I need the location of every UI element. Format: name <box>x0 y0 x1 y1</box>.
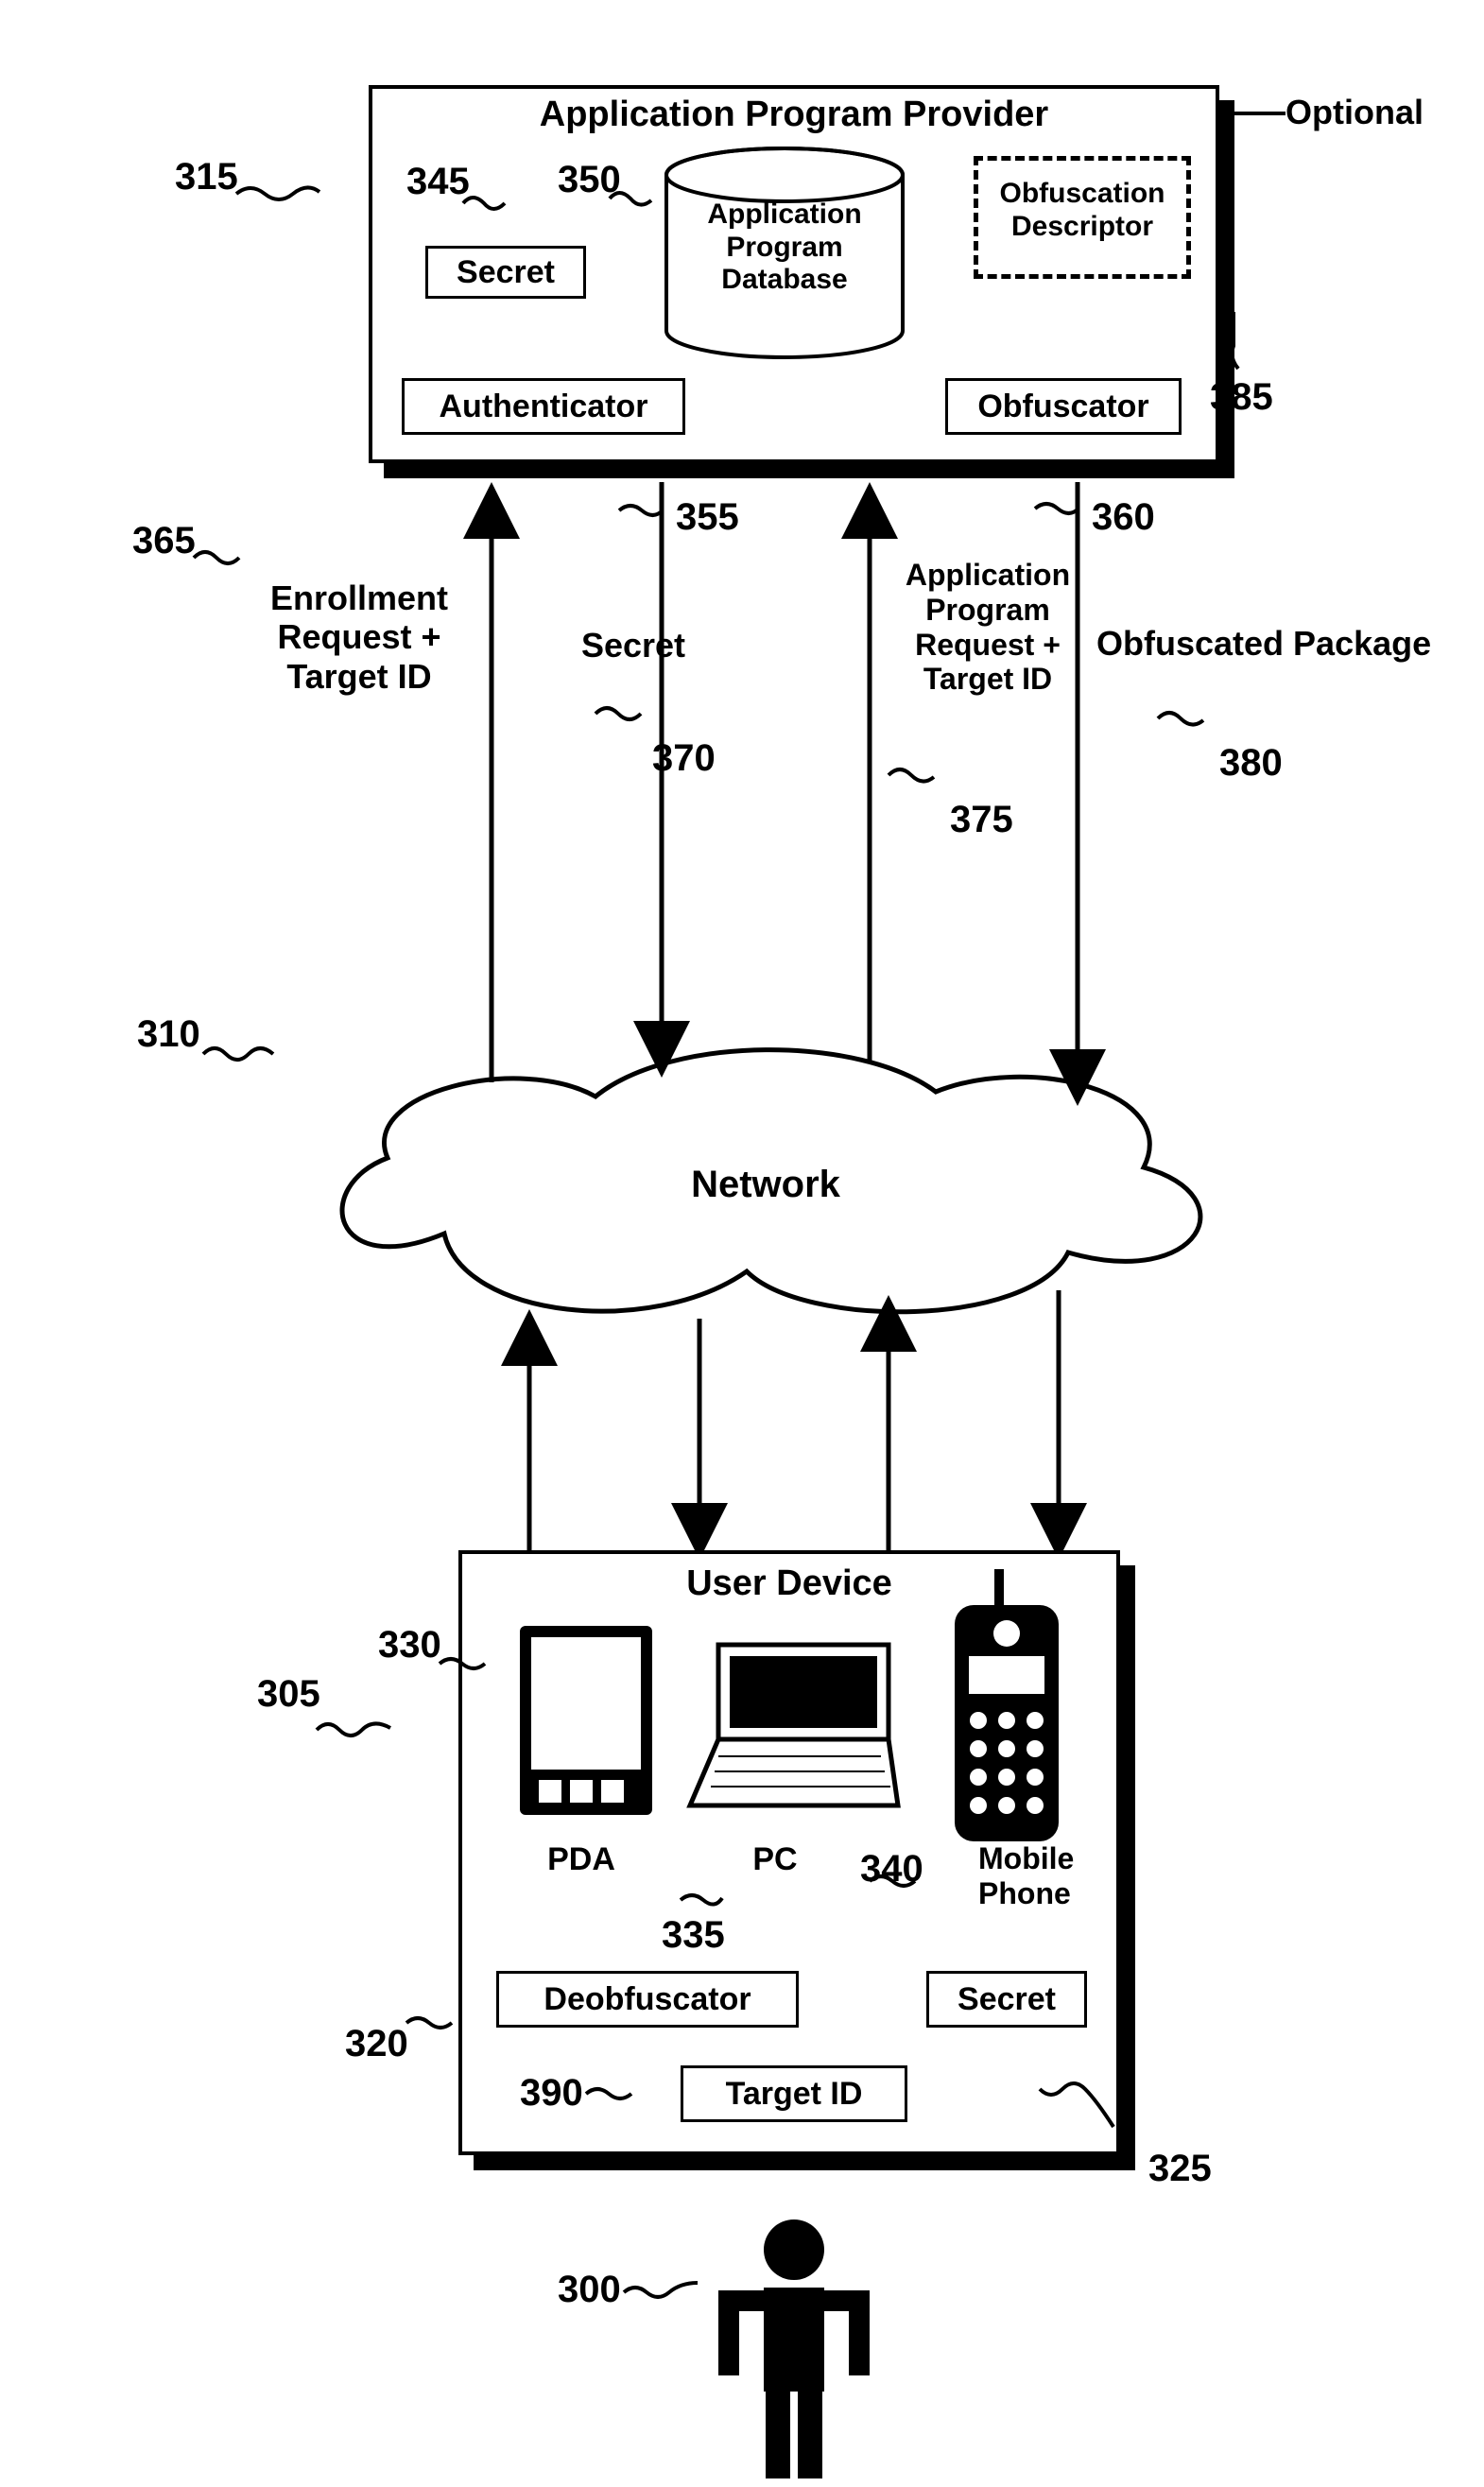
deobfuscator-box: Deobfuscator <box>496 1971 799 2028</box>
mobile-label: Mobile Phone <box>978 1841 1120 1911</box>
ref-340: 340 <box>860 1848 923 1891</box>
ref-335: 335 <box>662 1914 725 1957</box>
target-id-box: Target ID <box>681 2065 907 2122</box>
deobfuscator-label: Deobfuscator <box>544 1981 751 2017</box>
pda-label: PDA <box>510 1841 652 1878</box>
ref-355: 355 <box>676 496 739 539</box>
flow-appreq: Application Program Request + Target ID <box>879 558 1096 697</box>
ref-390: 390 <box>520 2072 583 2115</box>
ref-305: 305 <box>257 1673 320 1716</box>
ref-365: 365 <box>132 520 196 562</box>
flow-secret: Secret <box>558 626 709 665</box>
ref-310: 310 <box>137 1013 200 1056</box>
ref-380: 380 <box>1219 742 1283 785</box>
ref-330: 330 <box>378 1624 441 1667</box>
person-icon <box>718 2217 870 2481</box>
pc-label: PC <box>728 1841 822 1878</box>
user-secret-label: Secret <box>958 1981 1056 2017</box>
ref-315: 315 <box>175 156 238 199</box>
user-secret-box: Secret <box>926 1971 1087 2028</box>
ref-370: 370 <box>652 737 716 780</box>
mobile-icon <box>936 1569 1078 1853</box>
ref-360: 360 <box>1092 496 1155 539</box>
ref-325: 325 <box>1148 2148 1212 2190</box>
flow-enroll: Enrollment Request + Target ID <box>236 579 482 696</box>
ref-345: 345 <box>406 161 470 203</box>
pda-icon <box>510 1616 662 1834</box>
ref-375: 375 <box>950 799 1013 841</box>
ref-320: 320 <box>345 2023 408 2065</box>
pc-icon <box>681 1635 907 1824</box>
ref-350: 350 <box>558 159 621 201</box>
ref-385: 385 <box>1210 376 1273 419</box>
target-id-label: Target ID <box>726 2076 863 2112</box>
flow-obfpkg: Obfuscated Package <box>1096 624 1475 663</box>
ref-300: 300 <box>558 2269 621 2311</box>
